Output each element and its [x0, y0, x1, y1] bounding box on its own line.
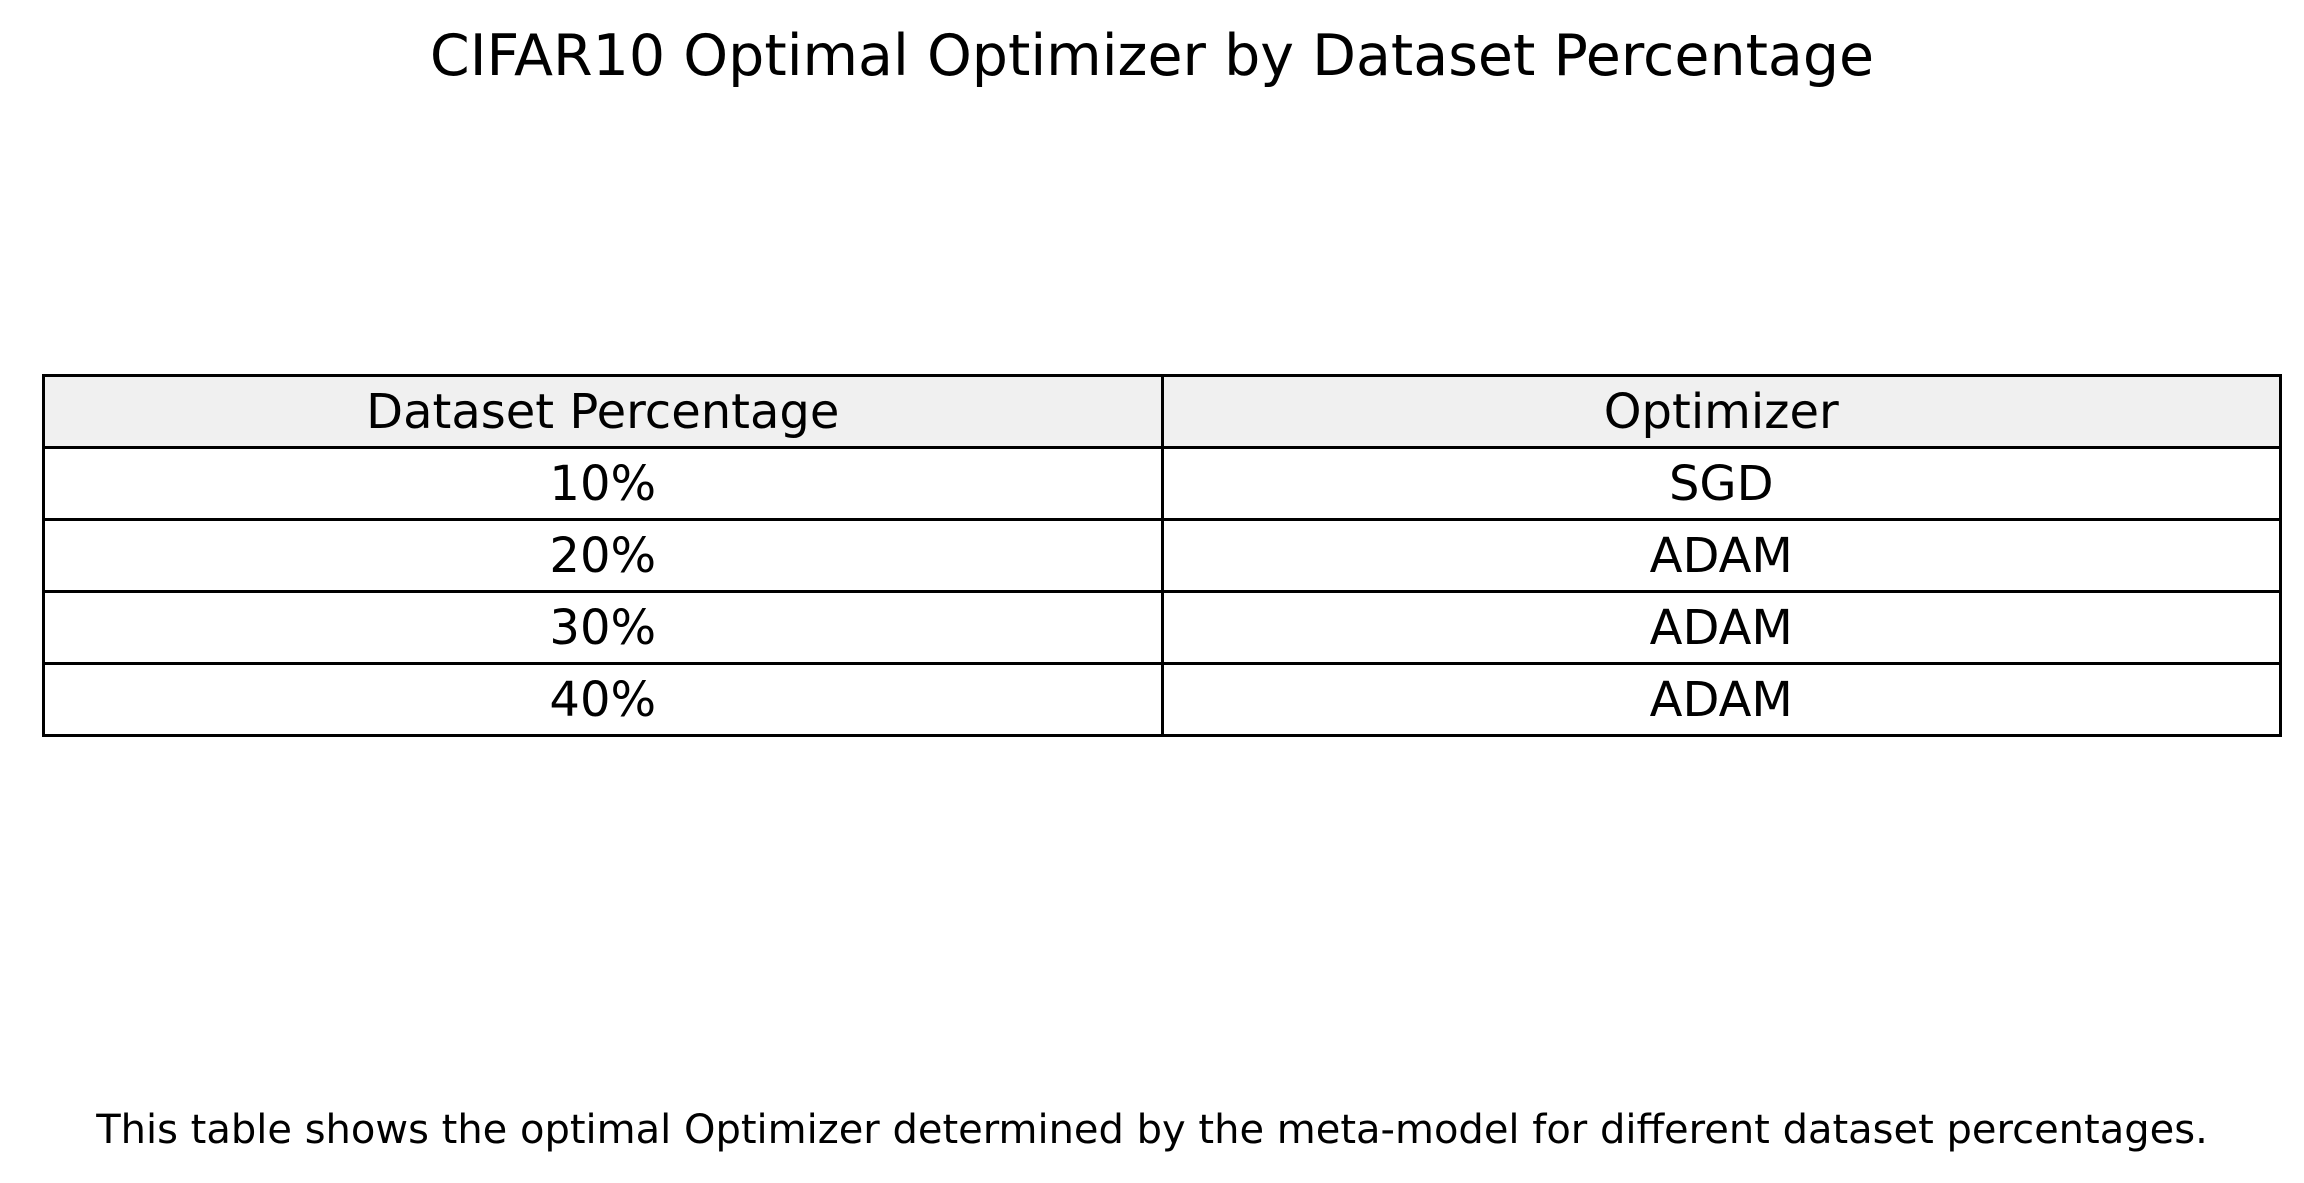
table-cell-optimizer: ADAM	[1160, 590, 2282, 665]
table-row: 10% SGD	[42, 446, 2282, 521]
table-cell-optimizer: SGD	[1160, 446, 2282, 521]
table-cell-optimizer: ADAM	[1160, 518, 2282, 593]
table-row: 20% ADAM	[42, 518, 2282, 593]
table-cell-dataset-percentage: 10%	[42, 446, 1164, 521]
table-cell-optimizer: ADAM	[1160, 662, 2282, 737]
column-header-dataset-percentage: Dataset Percentage	[42, 374, 1164, 449]
optimizer-table: Dataset Percentage Optimizer 10% SGD 20%…	[42, 374, 2282, 737]
chart-title: CIFAR10 Optimal Optimizer by Dataset Per…	[429, 23, 1875, 89]
column-header-optimizer: Optimizer	[1160, 374, 2282, 449]
table-cell-dataset-percentage: 30%	[42, 590, 1164, 665]
table-header-row: Dataset Percentage Optimizer	[42, 374, 2282, 449]
table-cell-dataset-percentage: 20%	[42, 518, 1164, 593]
table-caption: This table shows the optimal Optimizer d…	[96, 1107, 2208, 1153]
table-cell-dataset-percentage: 40%	[42, 662, 1164, 737]
table-row: 30% ADAM	[42, 590, 2282, 665]
table-row: 40% ADAM	[42, 662, 2282, 737]
